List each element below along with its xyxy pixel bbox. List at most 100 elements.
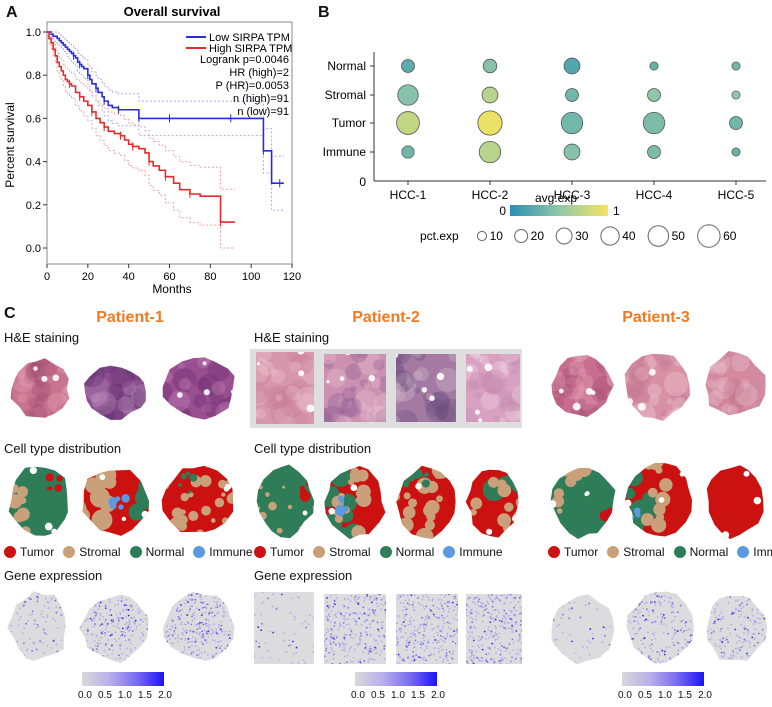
he-vessel <box>80 408 84 414</box>
gene-spot <box>7 597 9 600</box>
he-p3-s3-svg <box>705 351 766 416</box>
legend-normal-dot <box>673 546 686 558</box>
cell-p2-s4-svg <box>465 469 519 538</box>
gene-spot <box>499 642 502 645</box>
gene-spot <box>715 616 718 619</box>
gene-spot <box>396 653 397 656</box>
gene-spot <box>763 655 766 658</box>
gene-spot <box>334 603 336 606</box>
gene-spot <box>233 612 235 615</box>
he-texture-blob <box>708 353 718 363</box>
gene-spot <box>362 651 364 654</box>
he-texture-blob <box>624 369 630 385</box>
gene-spot <box>657 657 659 660</box>
gene-spot <box>211 611 214 614</box>
gene-spot <box>293 615 296 618</box>
gene-spot <box>674 632 676 635</box>
dotplot-row-label: Tumor <box>332 116 366 130</box>
he-vessel <box>131 367 137 373</box>
gene-spot <box>148 594 149 596</box>
he-texture-blob <box>335 415 353 422</box>
gene-spot <box>151 640 152 642</box>
pct-exp-label: pct.exp <box>420 229 459 243</box>
gene-spot <box>52 617 55 620</box>
gene-spot <box>325 664 327 666</box>
gene-spot <box>258 645 261 648</box>
gene-spot <box>180 653 182 656</box>
gene-spot <box>734 600 737 603</box>
gene-spot <box>440 645 443 648</box>
cell-p1-s2-svg <box>82 469 149 536</box>
gene-spot <box>579 664 582 665</box>
gene-spot <box>412 651 415 653</box>
gene-spot <box>469 635 472 638</box>
gene-spot <box>173 655 176 658</box>
cbar-tick: 0.5 <box>98 690 112 701</box>
gene-spot <box>332 641 335 644</box>
gene-spot <box>420 646 422 649</box>
he-texture-blob <box>743 385 752 393</box>
gene-spot <box>450 628 452 631</box>
dot-normal-hcc-4 <box>649 61 659 71</box>
gene-spot <box>707 611 710 614</box>
celltype-hole <box>396 521 397 526</box>
gene-spot <box>464 599 465 601</box>
gene-spot <box>720 611 723 614</box>
gene-spot <box>122 608 124 611</box>
colorbar-ticks-p3: 0.0 0.5 1.0 1.5 2.0 <box>618 690 712 701</box>
gene-spot <box>197 622 199 625</box>
gene-spot <box>722 637 725 640</box>
gene-spot <box>519 595 522 598</box>
gene-spot <box>229 609 232 611</box>
gene-spot <box>110 633 113 636</box>
gene-spot <box>520 641 522 644</box>
gene-spot <box>174 623 177 626</box>
gene-spot <box>471 660 474 663</box>
gene-spot <box>510 627 512 630</box>
gene-p2-s3-svg <box>396 594 458 664</box>
gene-spot <box>28 663 30 664</box>
gene-spot <box>632 627 635 630</box>
gene-spot <box>413 625 416 628</box>
gene-spot <box>184 623 187 626</box>
gene-label-p1: Gene expression <box>4 568 103 583</box>
gene-spot <box>690 665 692 666</box>
celltype-region <box>186 471 191 476</box>
gene-spot <box>229 633 232 636</box>
gene-spot <box>740 591 742 593</box>
gene-spot <box>729 632 732 635</box>
he-texture-blob <box>569 355 589 363</box>
cell-p3-s3-svg <box>706 465 764 539</box>
gene-spot <box>332 657 335 660</box>
gene-spot <box>144 618 147 621</box>
gene-spot <box>684 622 687 625</box>
gene-spot <box>723 653 726 656</box>
pct-legend-label: 30 <box>575 229 589 243</box>
gene-spot <box>714 643 717 646</box>
he-p2-s1-svg <box>256 352 314 424</box>
he-p1-s2-svg <box>80 365 146 420</box>
gene-spot <box>519 648 522 651</box>
gene-spot <box>212 629 214 632</box>
gene-spot <box>663 617 666 619</box>
gene-spot <box>659 604 662 607</box>
gene-spot <box>425 659 427 662</box>
gene-spot <box>176 618 179 621</box>
gene-spot <box>169 638 171 640</box>
gene-spot <box>690 607 692 610</box>
celltype-hole <box>625 499 632 507</box>
gene-spot <box>712 592 714 594</box>
gene-spot <box>194 598 197 601</box>
gene-spot <box>14 661 16 663</box>
gene-spot <box>629 591 632 593</box>
he-texture-blob <box>712 377 735 400</box>
gene-spot <box>349 627 352 630</box>
he-texture-blob <box>20 358 32 362</box>
gene-spot <box>671 627 674 629</box>
cell-p1-s3 <box>160 462 238 538</box>
gene-spot <box>28 597 31 600</box>
gene-spot <box>448 601 451 604</box>
gene-spot <box>104 592 106 594</box>
gene-spot <box>328 629 330 632</box>
